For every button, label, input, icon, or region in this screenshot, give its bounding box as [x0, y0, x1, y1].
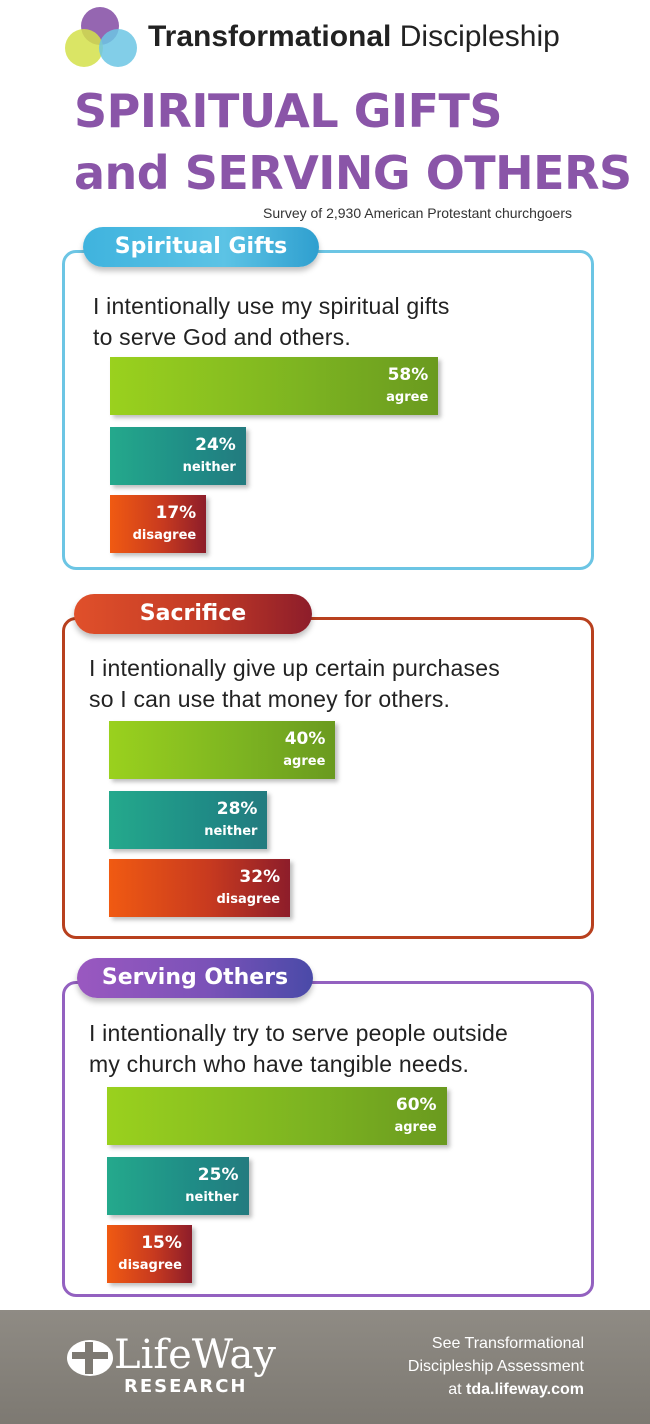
bar-disagree: 17% disagree	[110, 495, 207, 553]
bar-agree: 60% agree	[107, 1087, 447, 1145]
serving-others-statement: I intentionally try to serve people outs…	[89, 1018, 508, 1080]
page-title-line-2: and SERVING OTHERS	[74, 146, 632, 200]
footer: LifeWay RESEARCH See Transformational Di…	[0, 1310, 650, 1424]
bar-category-label: agree	[283, 754, 326, 769]
bar-value-label: 24%	[195, 435, 236, 455]
lifeway-cross-icon	[67, 1340, 113, 1376]
lifeway-name: LifeWay	[114, 1332, 276, 1378]
bar-disagree: 32% disagree	[109, 859, 291, 917]
assessment-link[interactable]: tda.lifeway.com	[466, 1381, 584, 1398]
bar-neither: 24% neither	[110, 427, 246, 485]
bar-value-label: 32%	[239, 867, 281, 887]
bar-value-label: 15%	[141, 1233, 182, 1253]
spiritual-gifts-statement: I intentionally use my spiritual gifts t…	[93, 291, 450, 353]
bar-value-label: 25%	[197, 1165, 239, 1185]
bar-value-label: 28%	[216, 799, 258, 819]
assessment-note: See Transformational Discipleship Assess…	[408, 1332, 584, 1401]
bar-agree: 58% agree	[110, 357, 439, 415]
bar-agree: 40% agree	[109, 721, 336, 779]
brand-bold: Transformational	[148, 20, 392, 53]
bar-category-label: agree	[394, 1120, 437, 1135]
statement-line-1: I intentionally give up certain purchase…	[89, 655, 500, 681]
assessment-line-3: at tda.lifeway.com	[408, 1378, 584, 1401]
bar-category-label: disagree	[118, 1258, 182, 1273]
bar-value-label: 40%	[284, 729, 326, 749]
brand-title: Transformational Discipleship	[148, 20, 560, 54]
bar-value-label: 58%	[387, 365, 429, 385]
sacrifice-statement: I intentionally give up certain purchase…	[89, 653, 500, 715]
statement-line-1: I intentionally try to serve people outs…	[89, 1020, 509, 1046]
survey-subtitle: Survey of 2,930 American Protestant chur…	[263, 205, 572, 221]
bar-category-label: neither	[182, 460, 236, 475]
spiritual-gifts-panel: Spiritual Gifts I intentionally use my s…	[62, 227, 594, 570]
assessment-prefix: at	[448, 1381, 467, 1398]
bar-value-label: 60%	[395, 1095, 437, 1115]
page-title-line-1: SPIRITUAL GIFTS	[74, 84, 503, 138]
bar-neither: 25% neither	[107, 1157, 249, 1215]
brand-light: Discipleship	[399, 20, 560, 53]
bar-category-label: disagree	[216, 892, 281, 907]
statement-line-2: so I can use that money for others.	[89, 686, 451, 712]
bar-category-label: disagree	[132, 528, 197, 543]
discipleship-logo	[65, 7, 137, 67]
bar-category-label: neither	[185, 1190, 239, 1205]
assessment-line-2: Discipleship Assessment	[407, 1358, 584, 1375]
lifeway-research: RESEARCH	[124, 1376, 248, 1397]
statement-line-1: I intentionally use my spiritual gifts	[93, 293, 450, 319]
bar-disagree: 15% disagree	[107, 1225, 192, 1283]
sacrifice-panel: Sacrifice I intentionally give up certai…	[62, 594, 594, 939]
bar-value-label: 17%	[155, 503, 197, 523]
assessment-line-1: See Transformational	[431, 1335, 584, 1352]
bar-category-label: agree	[386, 390, 429, 405]
lifeway-research-logo: LifeWay RESEARCH	[66, 1332, 296, 1402]
serving-others-tab: Serving Others	[77, 958, 313, 998]
serving-others-panel: Serving Others I intentionally try to se…	[62, 958, 594, 1297]
statement-line-2: my church who have tangible needs.	[89, 1051, 470, 1077]
spiritual-gifts-tab: Spiritual Gifts	[83, 227, 319, 267]
statement-line-2: to serve God and others.	[93, 324, 351, 350]
sacrifice-tab: Sacrifice	[74, 594, 312, 634]
bar-neither: 28% neither	[109, 791, 268, 849]
bar-category-label: neither	[204, 824, 258, 839]
